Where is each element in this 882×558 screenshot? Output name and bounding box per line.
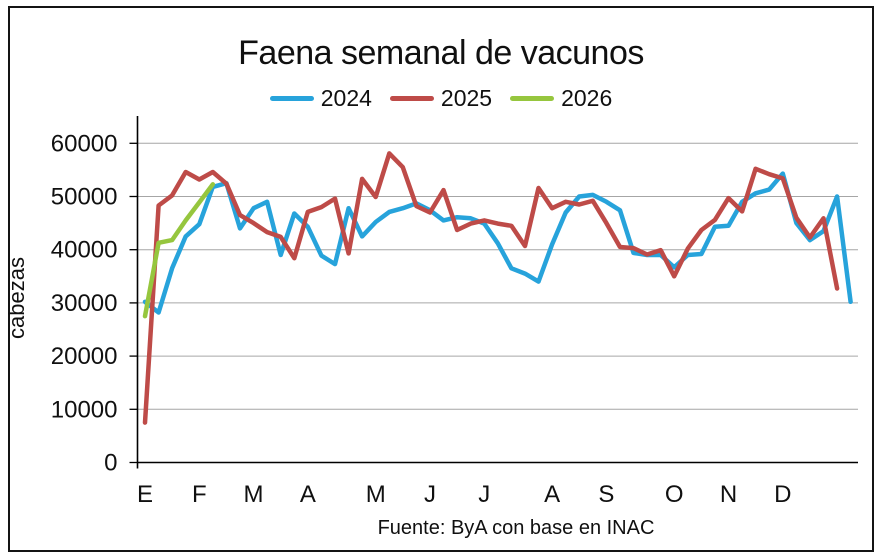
series-2025-line xyxy=(142,151,840,425)
legend-label-2025: 2025 xyxy=(440,85,493,111)
legend-item-2026: 2026 xyxy=(510,85,612,111)
x-tick-label: D xyxy=(774,481,791,508)
x-tick-label: N xyxy=(720,481,737,508)
x-tick-label: O xyxy=(665,481,684,508)
y-tick-label: 10000 xyxy=(51,396,118,423)
series-2026-line xyxy=(142,182,216,319)
source-note: Fuente: ByA con base en INAC xyxy=(377,517,655,539)
legend-label-2024: 2024 xyxy=(320,85,372,111)
chart-title: Faena semanal de vacunos xyxy=(238,34,644,72)
legend: 2024 2025 2026 xyxy=(10,84,872,112)
x-tick-label: M xyxy=(244,481,264,508)
x-tick-label: F xyxy=(192,481,207,508)
y-tick-label: 60000 xyxy=(51,130,118,157)
x-tick-label: J xyxy=(478,481,490,508)
y-tick-label: 50000 xyxy=(51,184,118,211)
x-tick-label: S xyxy=(598,481,614,508)
x-tick-label: M xyxy=(366,481,386,508)
y-tick-label: 0 xyxy=(104,450,117,477)
legend-item-2024: 2024 xyxy=(269,85,372,111)
y-tick-label: 40000 xyxy=(51,237,118,264)
x-tick-label: J xyxy=(424,481,436,508)
y-tick-label: 20000 xyxy=(51,343,118,370)
legend-swatch-2025-icon xyxy=(389,95,434,101)
series-2024-line xyxy=(142,171,853,315)
legend-swatch-2026-icon xyxy=(510,95,555,101)
y-tick-label: 30000 xyxy=(51,290,118,317)
legend-label-2026: 2026 xyxy=(561,85,613,111)
x-tick-label: A xyxy=(300,481,316,508)
legend-swatch-2024-icon xyxy=(269,95,314,101)
x-tick-label: A xyxy=(544,481,560,508)
x-tick-label: E xyxy=(137,481,153,508)
legend-item-2025: 2025 xyxy=(389,85,493,111)
